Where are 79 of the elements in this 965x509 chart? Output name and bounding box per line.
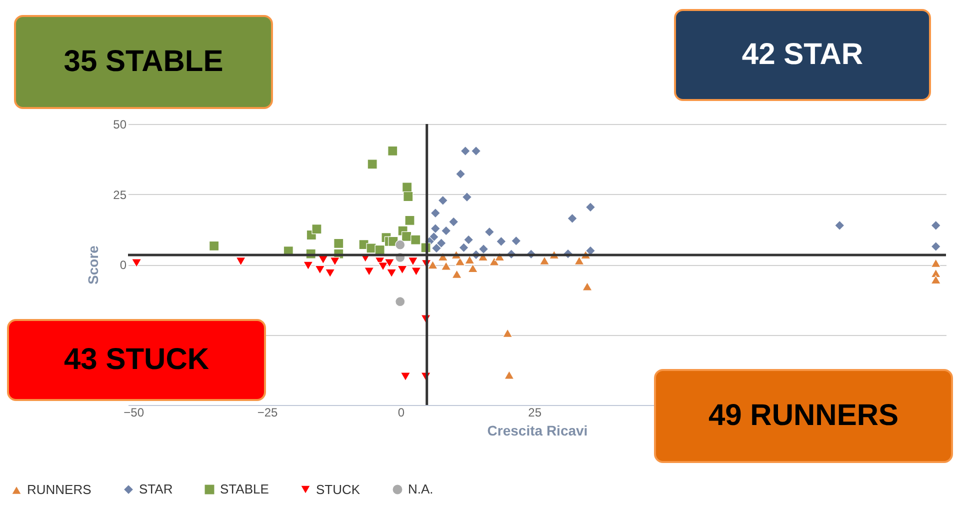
point	[478, 244, 489, 254]
point	[386, 268, 397, 278]
point	[388, 146, 398, 156]
point	[436, 238, 446, 248]
x-axis-title: Crescita Ricavi	[487, 422, 588, 438]
point	[430, 223, 440, 234]
legend-label: RUNNERS	[27, 482, 92, 497]
point	[441, 226, 452, 236]
point	[448, 216, 459, 227]
point	[471, 146, 482, 156]
point	[395, 296, 406, 307]
point	[456, 168, 466, 180]
point	[834, 220, 845, 230]
point	[464, 234, 474, 245]
legend-label: STAR	[139, 482, 173, 497]
point	[378, 262, 388, 271]
point	[460, 146, 470, 156]
y-tick-label: 50	[113, 118, 127, 132]
point	[364, 267, 374, 276]
point	[209, 240, 220, 251]
point	[504, 370, 514, 380]
point	[582, 282, 592, 291]
annotation: 43 STUCK	[64, 343, 210, 376]
x-tick-label: 25	[528, 406, 542, 420]
point	[312, 224, 322, 234]
point	[314, 265, 325, 274]
point	[468, 264, 478, 273]
point	[395, 240, 406, 250]
point	[404, 215, 415, 226]
point	[428, 260, 438, 270]
text: 42 STAR	[742, 38, 864, 71]
point	[464, 255, 475, 264]
point	[384, 258, 394, 268]
point	[484, 226, 494, 237]
y-tick-label: 25	[113, 188, 127, 202]
point	[330, 257, 340, 266]
point	[930, 241, 941, 252]
text: 35 STABLE	[64, 45, 224, 78]
legend-label: STUCK	[316, 482, 360, 497]
point	[430, 208, 440, 218]
point	[431, 243, 442, 254]
point	[441, 261, 452, 270]
x-tick-label: 0	[398, 406, 405, 420]
x-tick-label: −50	[124, 406, 144, 420]
point	[132, 258, 142, 268]
point	[397, 265, 408, 274]
point	[585, 202, 596, 212]
y-axis-title: Score	[85, 245, 102, 284]
point	[325, 268, 336, 278]
point	[411, 267, 422, 276]
point	[930, 258, 941, 268]
point	[367, 159, 378, 170]
point	[236, 257, 246, 266]
point	[334, 238, 344, 248]
point	[452, 270, 462, 278]
annotation: 49 RUNNERS	[708, 399, 899, 432]
point	[930, 275, 941, 284]
point	[930, 268, 941, 278]
point	[458, 242, 469, 253]
legend-label: STABLE	[220, 482, 270, 497]
point	[462, 192, 472, 202]
point	[303, 261, 314, 270]
point	[930, 220, 941, 230]
x-tick-label: −25	[257, 406, 278, 420]
point	[400, 372, 411, 382]
point	[402, 182, 412, 192]
point	[511, 236, 522, 246]
point	[438, 195, 448, 206]
point	[408, 257, 418, 266]
point	[410, 234, 421, 245]
point	[539, 256, 550, 265]
y-tick-label: 0	[120, 258, 127, 272]
point	[489, 257, 500, 266]
point	[403, 191, 414, 202]
point	[502, 328, 513, 338]
point	[567, 213, 578, 224]
legend-label: N.A.	[408, 482, 434, 497]
point	[496, 236, 506, 246]
point	[574, 256, 584, 265]
